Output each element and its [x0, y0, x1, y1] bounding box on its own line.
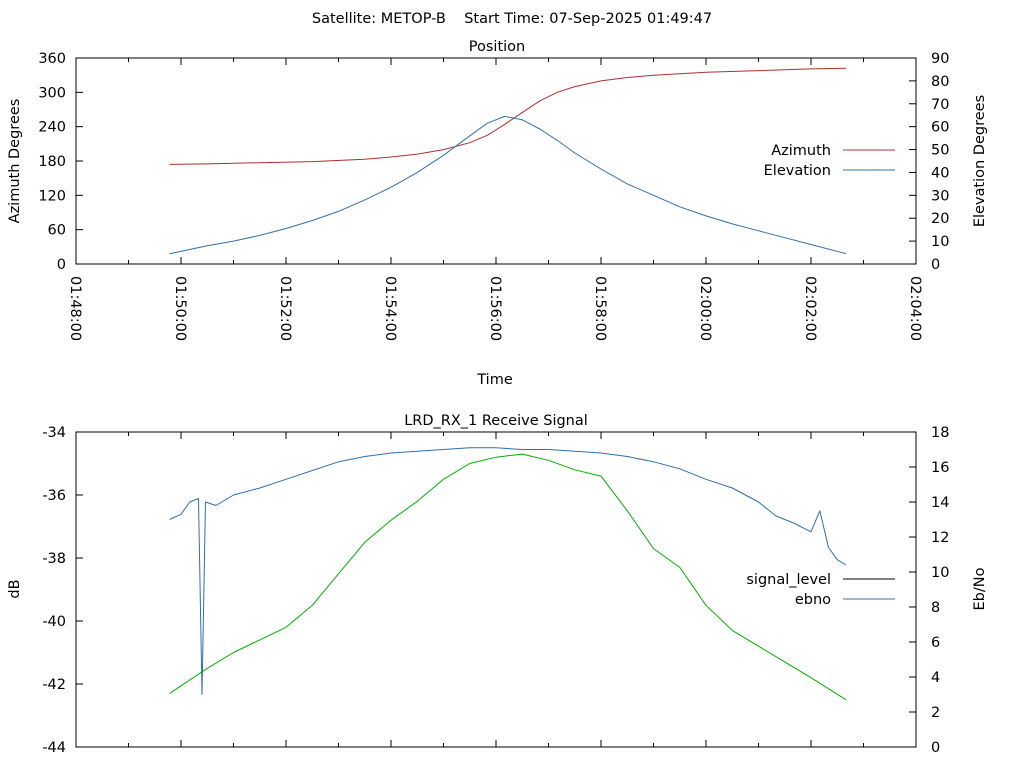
position-y-axis-label: Azimuth Degrees: [7, 99, 23, 224]
y2-tick-label: 0: [931, 740, 940, 756]
signal-plot-frame: [75, 431, 917, 748]
azimuth-series-line: [169, 67, 847, 165]
y2-tick-label: 4: [931, 670, 940, 686]
y2-tick-label: 40: [931, 165, 949, 181]
position-chart: Position 01:48:00 01:50:00 01:52:00 01:54:0…: [7, 39, 988, 388]
y2-tick-label: 10: [931, 234, 949, 250]
unlabeled-series-line: [169, 453, 847, 701]
position-plot-frame: [75, 57, 917, 265]
y-tick-label: 0: [57, 257, 66, 273]
x-tick-label: 02:02:00: [802, 276, 818, 341]
y2-tick-label: 2: [931, 705, 940, 721]
y2-tick-label: 60: [931, 120, 949, 136]
legend-label: Azimuth: [771, 143, 831, 159]
y2-tick-label: 18: [931, 425, 949, 441]
y-tick-label: 360: [38, 51, 66, 67]
x-tick-label: 02:00:00: [697, 276, 713, 341]
elevation-series-line: [169, 115, 847, 255]
y-tick-label: -34: [42, 425, 66, 441]
ebno-series-line: [169, 447, 847, 695]
signal-y2-axis-label: Eb/No: [972, 567, 988, 610]
y2-tick-label: 14: [931, 495, 949, 511]
y2-tick-label: 70: [931, 97, 949, 113]
y-tick-label: -44: [42, 740, 66, 756]
x-tick-label: 01:48:00: [67, 276, 83, 341]
y-tick-label: 180: [38, 154, 66, 170]
y2-tick-label: 50: [931, 143, 949, 159]
y2-tick-label: 12: [931, 530, 949, 546]
x-tick-label: 01:58:00: [592, 276, 608, 341]
y2-tick-label: 6: [931, 635, 940, 651]
legend-label: signal_level: [746, 572, 831, 588]
receive-signal-chart: LRD_RX_1 Receive Signal -34 -36 -38 -40 -42 -…: [7, 413, 988, 756]
y2-tick-label: 8: [931, 600, 940, 616]
position-x-axis-label: Time: [476, 372, 513, 388]
signal-y-axis-label: dB: [7, 579, 23, 598]
chart-header: Satellite: METOP-B Start Time: 07-Sep-20…: [312, 11, 712, 27]
y-tick-label: 60: [48, 223, 66, 239]
position-y2-axis-label: Elevation Degrees: [972, 95, 988, 227]
y-tick-label: 300: [38, 85, 66, 101]
x-tick-label: 01:50:00: [172, 276, 188, 341]
x-tick-label: 01:52:00: [277, 276, 293, 341]
y2-tick-label: 90: [931, 51, 949, 67]
x-tick-label: 01:54:00: [382, 276, 398, 341]
y-tick-label: -36: [42, 488, 66, 504]
y-tick-label: -38: [42, 551, 66, 567]
y2-tick-label: 10: [931, 565, 949, 581]
x-tick-label: 01:56:00: [487, 276, 503, 341]
y-tick-label: -42: [42, 677, 66, 693]
y2-tick-label: 30: [931, 188, 949, 204]
y2-tick-label: 0: [931, 257, 940, 273]
y2-tick-label: 20: [931, 211, 949, 227]
position-chart-title: Position: [469, 39, 525, 55]
y2-tick-label: 16: [931, 460, 949, 476]
x-tick-label: 02:04:00: [907, 276, 923, 341]
y2-tick-label: 80: [931, 74, 949, 90]
legend-label: ebno: [795, 592, 831, 608]
signal-chart-title: LRD_RX_1 Receive Signal: [404, 413, 588, 429]
y-tick-label: 240: [38, 120, 66, 136]
y-tick-label: 120: [38, 188, 66, 204]
legend-label: Elevation: [764, 163, 831, 179]
y-tick-label: -40: [42, 614, 66, 630]
